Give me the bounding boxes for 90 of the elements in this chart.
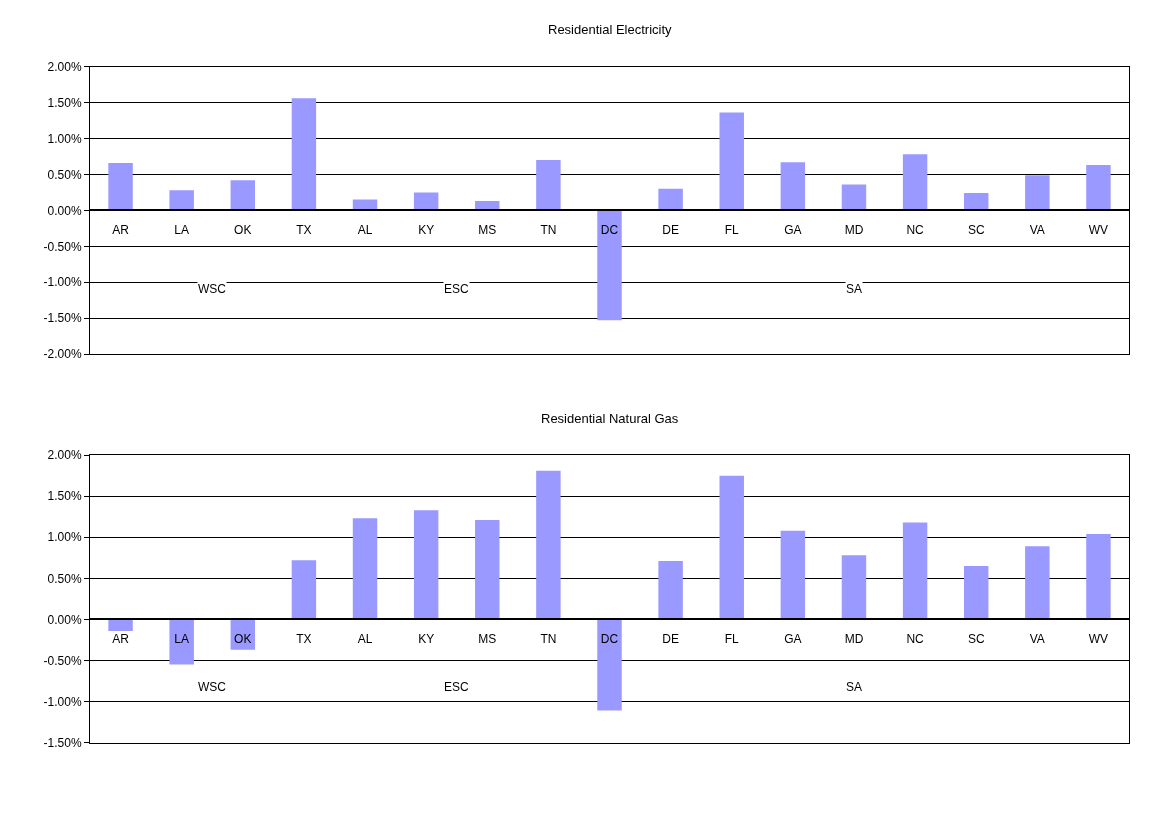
y-tick-label: 0.50% xyxy=(47,571,82,586)
x-tick-label: FL xyxy=(724,631,740,646)
bar xyxy=(658,561,683,620)
x-tick-label: SC xyxy=(967,631,985,646)
x-tick-label: GA xyxy=(784,631,802,646)
annotation: SA xyxy=(846,680,863,694)
x-tick-label: MS xyxy=(478,631,497,646)
x-tick-label: DE xyxy=(662,631,679,646)
x-tick-label: GA xyxy=(784,222,802,237)
bar xyxy=(780,530,806,620)
bar xyxy=(902,154,928,211)
x-tick-label: TN xyxy=(540,222,557,237)
annotation: WSC xyxy=(198,282,227,296)
y-tick-label: 1.50% xyxy=(47,489,82,504)
bar xyxy=(169,190,194,211)
bar xyxy=(719,475,744,620)
x-tick-label: NC xyxy=(906,631,925,646)
y-tick-label: -1.50% xyxy=(43,735,82,750)
bar xyxy=(719,112,744,211)
y-tick-label: -1.00% xyxy=(43,694,82,709)
bar xyxy=(291,98,317,211)
x-tick-label: AR xyxy=(112,631,130,646)
bar xyxy=(841,184,867,211)
x-tick-label: MD xyxy=(844,631,864,646)
bar xyxy=(963,566,989,620)
bar xyxy=(841,555,867,620)
bar xyxy=(108,619,133,631)
x-tick-label: LA xyxy=(174,631,190,646)
y-tick-label: -2.00% xyxy=(43,347,82,362)
bar xyxy=(658,188,683,211)
x-tick-label: KY xyxy=(418,631,435,646)
y-tick-label: 2.00% xyxy=(47,448,82,463)
y-tick-label: 1.50% xyxy=(47,95,82,110)
bar xyxy=(169,619,194,665)
y-tick-label: 1.00% xyxy=(47,131,82,146)
bar xyxy=(536,160,561,211)
x-tick-label: WV xyxy=(1088,631,1109,646)
x-tick-label: VA xyxy=(1029,222,1045,237)
x-tick-label: FL xyxy=(724,222,740,237)
x-tick-label: TX xyxy=(296,222,312,237)
x-tick-label: AL xyxy=(357,222,373,237)
bar xyxy=(413,510,439,620)
y-tick-label: 0.50% xyxy=(47,167,82,182)
bar xyxy=(536,470,561,620)
y-tick-label: -0.50% xyxy=(43,653,82,668)
y-tick-label: 0.00% xyxy=(47,612,82,627)
x-tick-label: NC xyxy=(906,222,925,237)
bar xyxy=(902,522,928,620)
bar xyxy=(352,518,378,620)
bar xyxy=(780,162,806,211)
x-tick-label: SC xyxy=(967,222,985,237)
bar xyxy=(1086,533,1111,620)
x-tick-label: DC xyxy=(600,631,619,646)
chart-title: Residential Natural Gas xyxy=(541,411,679,426)
bar xyxy=(1025,546,1050,620)
x-tick-label: WV xyxy=(1088,222,1109,237)
annotation: SA xyxy=(846,282,863,296)
x-tick-label: DC xyxy=(600,222,619,237)
x-tick-label: VA xyxy=(1029,631,1045,646)
y-tick-label: 0.00% xyxy=(47,203,82,218)
x-tick-label: LA xyxy=(174,222,190,237)
y-tick-label: -1.50% xyxy=(43,311,82,326)
chart-title: Residential Electricity xyxy=(548,22,673,37)
y-tick-label: 2.00% xyxy=(47,59,82,74)
x-tick-label: MD xyxy=(844,222,864,237)
bar xyxy=(475,520,500,620)
x-tick-label: KY xyxy=(418,222,435,237)
annotation: ESC xyxy=(444,282,470,296)
x-tick-label: MS xyxy=(478,222,497,237)
bar xyxy=(108,162,133,211)
x-tick-label: AR xyxy=(112,222,130,237)
bar xyxy=(597,619,622,711)
bar xyxy=(1086,165,1111,211)
bar xyxy=(963,193,989,211)
y-tick-label: -1.00% xyxy=(43,275,82,290)
x-tick-label: OK xyxy=(234,631,252,646)
x-tick-label: TX xyxy=(296,631,312,646)
y-tick-label: 1.00% xyxy=(47,530,82,545)
y-tick-label: -0.50% xyxy=(43,239,82,254)
bar xyxy=(1025,175,1050,211)
annotation: WSC xyxy=(198,680,227,694)
x-tick-label: OK xyxy=(234,222,252,237)
bar xyxy=(230,180,256,211)
x-tick-label: AL xyxy=(357,631,373,646)
bar xyxy=(597,210,622,321)
x-tick-label: TN xyxy=(540,631,557,646)
x-tick-label: DE xyxy=(662,222,679,237)
bar xyxy=(413,192,439,211)
annotation: ESC xyxy=(444,680,470,694)
bar xyxy=(291,560,317,620)
